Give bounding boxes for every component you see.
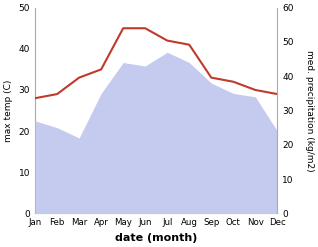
X-axis label: date (month): date (month) <box>115 233 197 243</box>
Y-axis label: med. precipitation (kg/m2): med. precipitation (kg/m2) <box>305 50 314 171</box>
Y-axis label: max temp (C): max temp (C) <box>4 79 13 142</box>
